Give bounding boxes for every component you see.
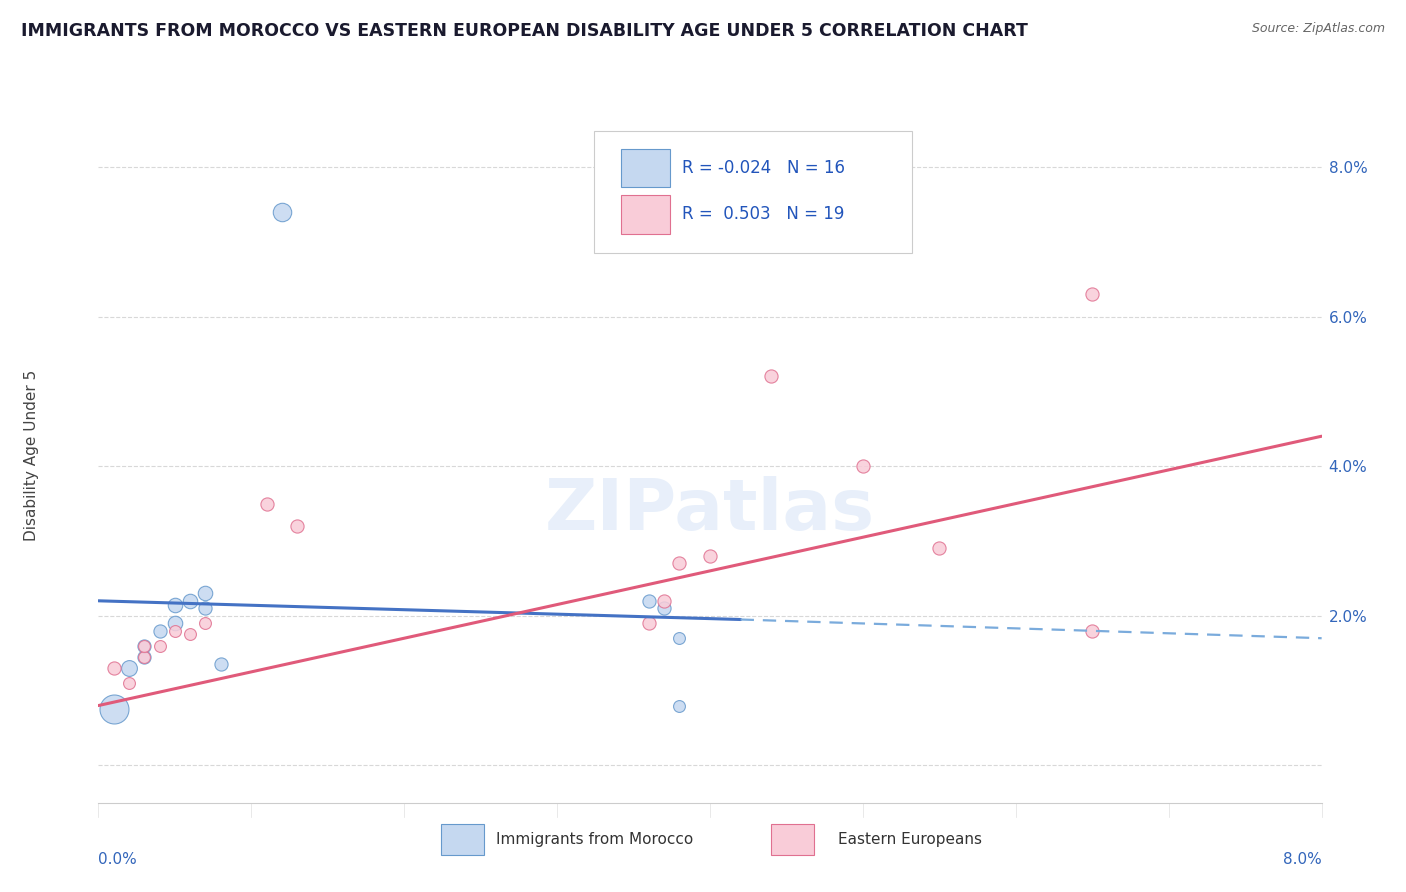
Point <box>285 519 308 533</box>
Text: ZIPatlas: ZIPatlas <box>546 476 875 545</box>
Point <box>637 616 661 631</box>
Point <box>652 594 675 608</box>
Point <box>149 624 172 638</box>
Point <box>668 557 690 571</box>
Point <box>149 639 172 653</box>
Text: R =  0.503   N = 19: R = 0.503 N = 19 <box>682 205 844 223</box>
Point <box>163 616 186 631</box>
Point <box>270 204 294 219</box>
Point <box>668 698 690 713</box>
Bar <box>620 195 669 234</box>
Point <box>103 661 125 675</box>
Point <box>134 649 156 664</box>
Text: Immigrants from Morocco: Immigrants from Morocco <box>496 832 693 847</box>
Bar <box>441 823 484 855</box>
Point <box>652 601 675 615</box>
Text: R = -0.024   N = 16: R = -0.024 N = 16 <box>682 159 845 177</box>
Point <box>637 594 661 608</box>
Point <box>103 702 125 716</box>
FancyBboxPatch shape <box>593 131 912 253</box>
Point <box>209 657 232 672</box>
Point <box>928 541 950 556</box>
Text: Source: ZipAtlas.com: Source: ZipAtlas.com <box>1251 22 1385 36</box>
Point <box>1081 624 1104 638</box>
Point <box>852 459 875 474</box>
Text: 8.0%: 8.0% <box>1282 852 1322 866</box>
Bar <box>772 823 814 855</box>
Point <box>118 661 141 675</box>
Point <box>118 676 141 690</box>
Text: Disability Age Under 5: Disability Age Under 5 <box>24 369 38 541</box>
Point <box>134 639 156 653</box>
Text: Eastern Europeans: Eastern Europeans <box>838 832 983 847</box>
Point <box>163 598 186 612</box>
Point <box>163 624 186 638</box>
Point <box>194 586 217 600</box>
Point <box>179 627 201 641</box>
Text: 0.0%: 0.0% <box>98 852 138 866</box>
Bar <box>620 149 669 187</box>
Text: IMMIGRANTS FROM MOROCCO VS EASTERN EUROPEAN DISABILITY AGE UNDER 5 CORRELATION C: IMMIGRANTS FROM MOROCCO VS EASTERN EUROP… <box>21 22 1028 40</box>
Point <box>134 639 156 653</box>
Point <box>134 649 156 664</box>
Point <box>256 497 278 511</box>
Point <box>759 369 782 384</box>
Point <box>194 601 217 615</box>
Point <box>668 631 690 645</box>
Point <box>179 594 201 608</box>
Point <box>1081 287 1104 301</box>
Point <box>699 549 721 563</box>
Point <box>194 616 217 631</box>
